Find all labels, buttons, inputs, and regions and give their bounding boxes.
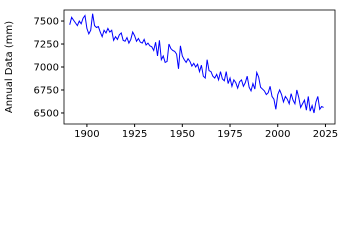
- plot-frame: [63, 9, 336, 125]
- x-tick-label: 2025: [313, 129, 338, 140]
- y-axis-label: Annual Data (mm): [4, 21, 15, 113]
- y-tick-label: 7250: [34, 40, 59, 51]
- x-tick-label: 1975: [217, 129, 242, 140]
- x-tick-label: 1925: [122, 129, 147, 140]
- chart: Annual Data (mm) 6500 6750 7000 7250 7500 190…: [4, 9, 338, 140]
- x-tick-label: 2000: [265, 129, 290, 140]
- data-line: [69, 13, 324, 114]
- y-tick-label: 7000: [34, 63, 59, 74]
- y-tick-label: 6750: [34, 85, 59, 96]
- y-tick-label: 6500: [34, 108, 59, 119]
- x-tick-label: 1900: [74, 129, 99, 140]
- page: {"chart_data": {"type": "line", "y_label…: [4, 9, 339, 140]
- y-tick-label: 7500: [34, 17, 59, 28]
- x-tick-label: 1950: [170, 129, 195, 140]
